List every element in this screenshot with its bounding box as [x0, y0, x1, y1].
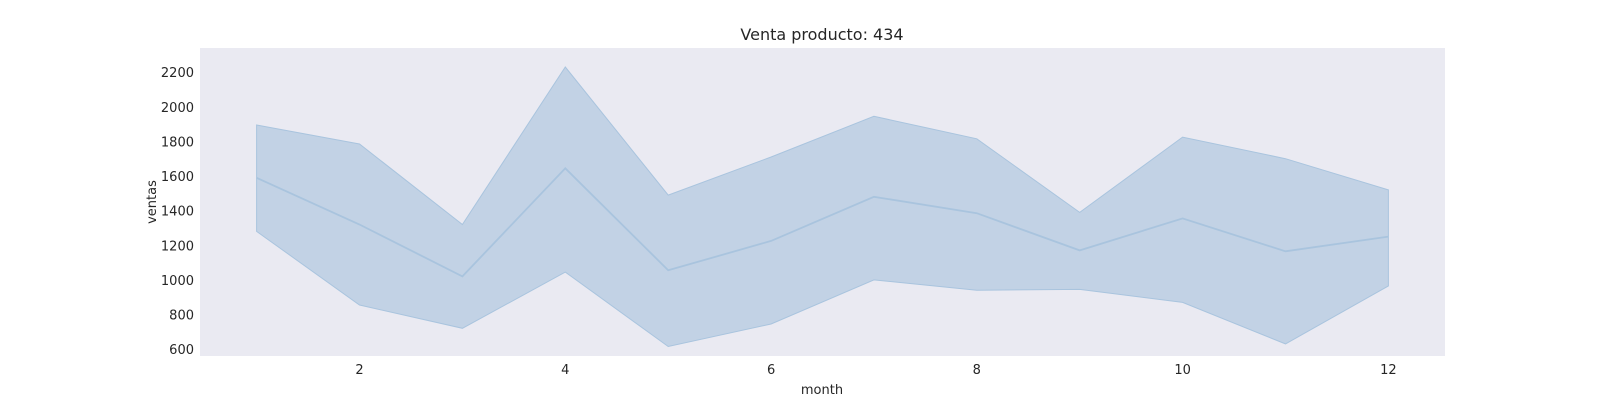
y-axis-title: ventas [145, 180, 160, 224]
x-tick-label: 6 [767, 363, 775, 378]
data-point [872, 195, 876, 199]
data-point [666, 268, 670, 272]
x-tick-label: 10 [1174, 363, 1191, 378]
data-point [1078, 248, 1082, 252]
y-tick-label: 600 [169, 343, 194, 358]
y-tick-label: 1600 [161, 170, 194, 185]
data-point [563, 166, 567, 170]
data-point [769, 239, 773, 243]
y-tick-label: 1800 [161, 135, 194, 150]
data-point [460, 274, 464, 278]
y-tick-label: 2200 [161, 66, 194, 81]
y-tick-label: 1000 [161, 274, 194, 289]
x-tick-label: 4 [561, 363, 569, 378]
data-point [975, 211, 979, 215]
y-tick-label: 2000 [161, 101, 194, 116]
data-point [1181, 216, 1185, 220]
x-tick-label: 2 [355, 363, 363, 378]
x-tick-label: 8 [973, 363, 981, 378]
confidence-band [256, 66, 1389, 348]
chart-title: Venta producto: 434 [740, 25, 903, 44]
x-tick-label: 12 [1380, 363, 1397, 378]
series-line [256, 167, 1389, 278]
data-point [1386, 235, 1390, 239]
data-point [255, 176, 259, 180]
data-point [1284, 249, 1288, 253]
data-point [358, 223, 362, 227]
y-tick-label: 800 [169, 309, 194, 324]
y-tick-label: 1400 [161, 205, 194, 220]
y-tick-label: 1200 [161, 239, 194, 254]
x-axis-title: month [801, 383, 843, 398]
